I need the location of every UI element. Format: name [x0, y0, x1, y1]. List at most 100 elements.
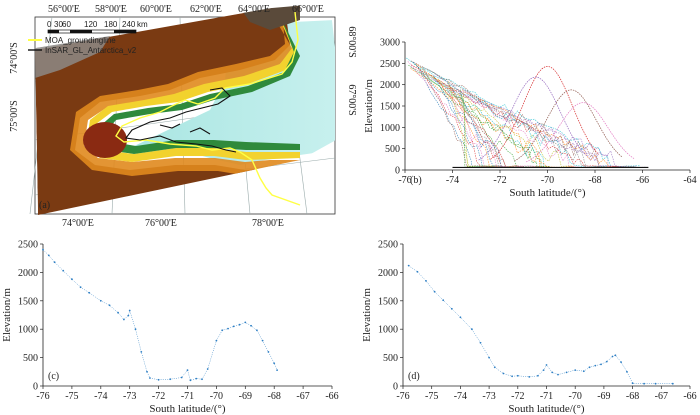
data-point	[250, 324, 253, 327]
profile-series	[460, 89, 494, 168]
data-point	[244, 321, 247, 324]
x-tick-label: -74	[446, 175, 459, 186]
y-tick-label: 2000	[378, 268, 398, 279]
legend-label-insar: InSAR_GL_Antarctica_v2	[45, 46, 137, 55]
data-point	[654, 382, 657, 385]
lat-label-right: 67°00'S	[346, 84, 357, 115]
data-point	[545, 364, 548, 366]
profile-series	[416, 65, 500, 168]
data-point	[221, 329, 224, 332]
peak-profile	[525, 102, 635, 163]
profile-series	[427, 69, 636, 168]
data-point	[79, 286, 82, 289]
scale-label: 120	[84, 20, 98, 29]
data-point	[620, 361, 622, 363]
chart-panel-c: -76 -75 -74 -73 -72 -71 -70 -69 -68 -67 -66 0 500 100…	[1, 240, 339, 415]
y-tick-label: 500	[385, 144, 400, 155]
y-tick-label: 2000	[380, 80, 400, 91]
x-tick-label: -74	[454, 391, 467, 402]
data-point	[594, 364, 597, 367]
data-point	[425, 280, 427, 282]
data-point	[516, 374, 519, 377]
data-point	[206, 368, 209, 370]
scale-label: km	[137, 20, 148, 29]
legend-label-moa: MOA_groundingline	[45, 36, 116, 45]
lon-label-bottom: 78°00'E	[252, 218, 284, 229]
lat-label-left: 74°00'S	[9, 42, 20, 73]
lon-label-bottom: 76°00'E	[145, 218, 177, 229]
map-imagery	[35, 3, 335, 215]
y-tick-label: 500	[383, 353, 398, 364]
map-top-lon-labels: 56°00'E 58°00'E 60°00'E 62°00'E 64°00'E …	[48, 4, 324, 15]
chart-panel-b: -76 -74 -72 -70 -68 -66 -64 0 500 1000 1500 2000 250…	[363, 38, 697, 200]
x-axis-label: South latitude/(°)	[509, 187, 586, 199]
x-tick-label: -75	[65, 391, 78, 402]
x-tick-label: -69	[239, 391, 252, 402]
x-tick-label: -73	[123, 391, 136, 402]
x-tick-label: -66	[636, 175, 649, 186]
data-point	[42, 248, 44, 251]
lon-label-top: 66°00'E	[292, 4, 324, 15]
profile-series	[412, 61, 511, 168]
profile-series	[462, 89, 647, 168]
x-tick-label: -66	[683, 391, 696, 402]
insar-groundingline	[125, 87, 237, 153]
data-point	[123, 318, 125, 321]
data-point	[117, 311, 119, 314]
profile-series	[407, 61, 535, 168]
data-point	[128, 309, 131, 312]
data-point	[47, 254, 50, 257]
y-tick-label: 0	[395, 166, 400, 177]
profile-series	[419, 71, 501, 168]
island-terrain	[83, 122, 127, 158]
data-point	[232, 325, 235, 328]
lat-label-left: 75°00'S	[9, 100, 20, 131]
high-terrain	[35, 8, 300, 215]
x-tick-label: -71	[181, 391, 194, 402]
y-tick-label: 1000	[380, 123, 400, 134]
data-point	[493, 366, 496, 369]
grey-terrain	[35, 36, 110, 78]
data-point	[53, 261, 56, 264]
data-point	[149, 377, 151, 379]
profile-series	[447, 82, 540, 168]
scale-label: 0	[47, 20, 52, 29]
data-point	[551, 371, 554, 374]
data-point	[450, 307, 453, 310]
peak-profile	[514, 89, 623, 162]
data-point	[471, 328, 473, 331]
moa-groundingline	[115, 11, 301, 206]
data-point	[180, 376, 183, 379]
data-point	[238, 323, 241, 326]
lat-label-right: 68°00'S	[346, 26, 357, 57]
data-point	[157, 378, 160, 381]
scale-label: 180	[104, 20, 118, 29]
data-point	[671, 382, 674, 385]
data-point	[267, 351, 270, 353]
data-point	[565, 371, 568, 374]
profile-series	[408, 64, 551, 167]
profile-series	[446, 87, 523, 168]
data-point	[146, 370, 148, 373]
x-tick-label: -72	[493, 175, 506, 186]
profile-series	[431, 78, 637, 168]
scale-label: 240	[122, 20, 136, 29]
data-point	[134, 328, 137, 331]
data-point	[261, 339, 264, 342]
data-point	[140, 351, 143, 353]
data-point	[71, 278, 73, 281]
profile-series	[411, 64, 632, 168]
y-axis-label: Elevation/m	[361, 288, 373, 342]
x-tick-label: -74	[94, 391, 107, 402]
profile-series	[433, 77, 547, 167]
profile-trace	[408, 265, 673, 384]
data-point	[502, 372, 505, 375]
data-point	[189, 379, 192, 382]
data-point	[626, 370, 628, 373]
data-point	[511, 375, 513, 378]
data-point	[62, 269, 65, 272]
lon-label-top: 58°00'E	[95, 4, 127, 15]
data-point	[537, 374, 539, 377]
y-tick-label: 2500	[380, 59, 400, 70]
